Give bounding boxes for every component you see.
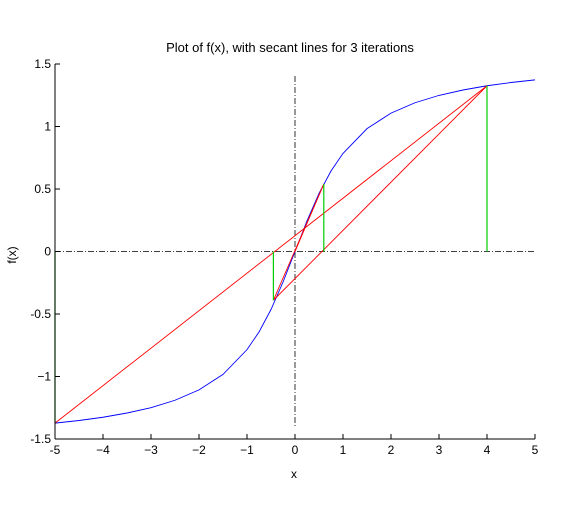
y-tick-label: -0.5 <box>30 307 51 321</box>
axes: -5 −4 −3 −2 −1 0 1 2 3 4 5 -1.5 −1 -0.5 0 0.5 1 1.5 <box>30 57 538 457</box>
x-tick-label: −3 <box>144 443 158 457</box>
y-tick-label: 0 <box>44 245 51 259</box>
x-tick-label: 3 <box>436 443 443 457</box>
y-tick-label: −1 <box>37 370 51 384</box>
y-tick-label: -1.5 <box>30 432 51 446</box>
plot-area <box>54 76 536 426</box>
x-tick-label: -5 <box>50 443 61 457</box>
x-tick-label: −1 <box>240 443 254 457</box>
x-tick-label: −4 <box>96 443 110 457</box>
x-tick-label: 0 <box>292 443 299 457</box>
x-tick-label: −2 <box>192 443 206 457</box>
secant-line-1 <box>54 85 488 424</box>
x-tick-label: 1 <box>340 443 347 457</box>
x-tick-label: 4 <box>484 443 491 457</box>
chart-title: Plot of f(x), with secant lines for 3 it… <box>166 40 414 55</box>
y-tick-label: 1 <box>44 120 51 134</box>
y-axis-label: f(x) <box>5 246 19 263</box>
secant-line-2 <box>273 85 488 301</box>
x-tick-label: 5 <box>532 443 539 457</box>
y-tick-label: 1.5 <box>34 57 51 71</box>
x-tick-label: 2 <box>388 443 395 457</box>
secant-line-4 <box>294 183 325 252</box>
y-tick-label: 0.5 <box>34 182 51 196</box>
x-axis-label: x <box>291 467 297 481</box>
